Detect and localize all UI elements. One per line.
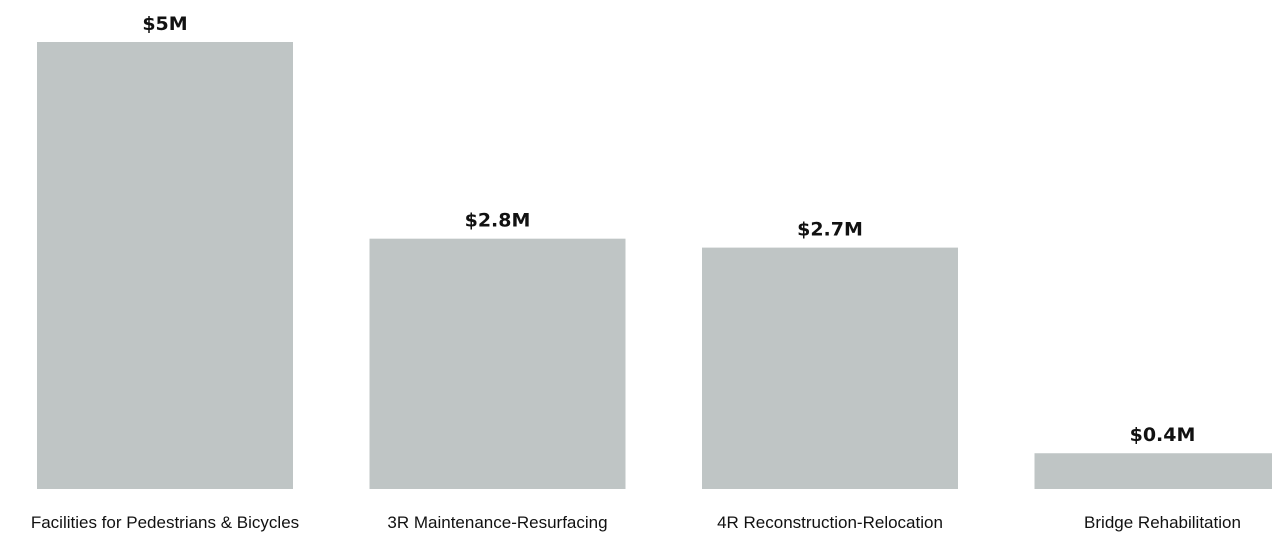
category-label-2: 4R Reconstruction-Relocation: [717, 513, 943, 532]
category-label-3: Bridge Rehabilitation: [1084, 513, 1241, 532]
category-label-0: Facilities for Pedestrians & Bicycles: [31, 513, 299, 532]
bar-value-label-0: $5M: [142, 13, 187, 35]
bars-layer: [37, 42, 1272, 489]
bar-value-label-1: $2.8M: [465, 210, 531, 232]
bar-value-label-3: $0.4M: [1130, 424, 1196, 446]
bar-2: [702, 247, 958, 489]
value-labels-layer: $5M $2.8M $2.7M $0.4M: [142, 13, 1195, 446]
bar-0: [37, 42, 293, 489]
bar-value-label-2: $2.7M: [797, 219, 863, 241]
bar-1: [369, 238, 626, 489]
bar-3: [1034, 453, 1272, 489]
category-labels-layer: Facilities for Pedestrians & Bicycles 3R …: [31, 513, 1241, 532]
category-label-1: 3R Maintenance-Resurfacing: [387, 513, 607, 532]
